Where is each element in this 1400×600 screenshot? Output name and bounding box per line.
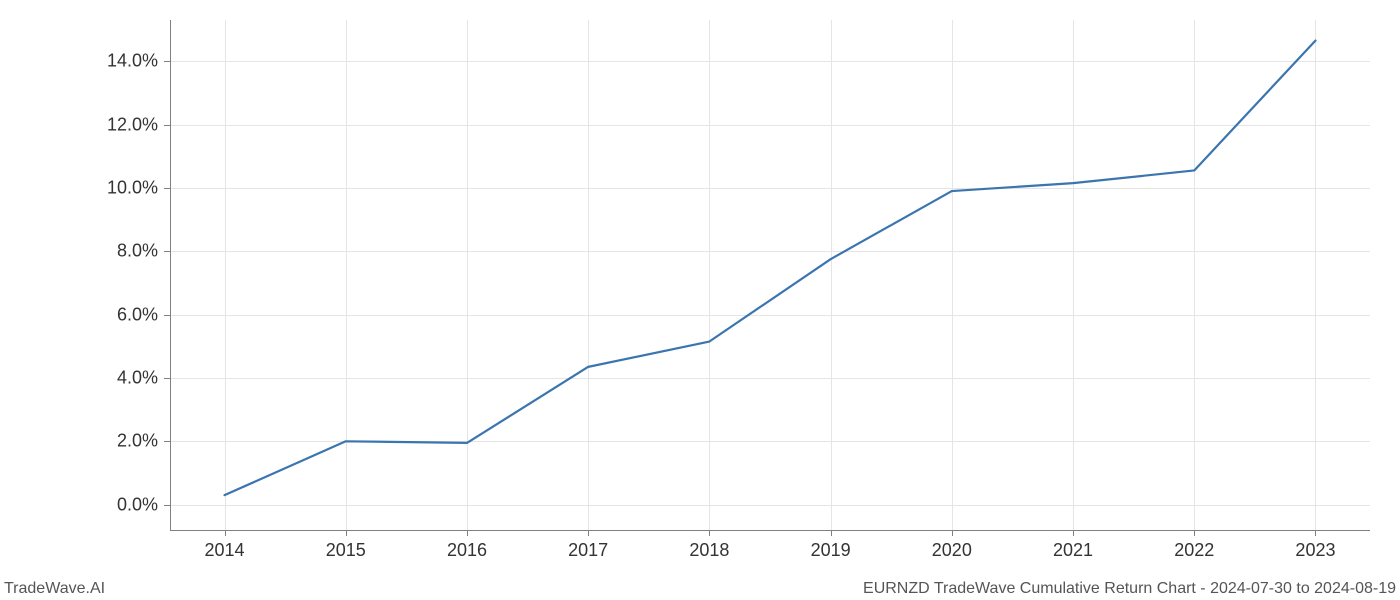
x-tick-label: 2020 [932, 540, 972, 561]
x-tick-label: 2017 [568, 540, 608, 561]
y-tick-label: 8.0% [117, 241, 158, 262]
x-tick-label: 2021 [1053, 540, 1093, 561]
footer-left-text: TradeWave.AI [4, 580, 105, 598]
x-axis-spine [170, 530, 1370, 531]
x-tick-label: 2019 [811, 540, 851, 561]
x-tick-label: 2016 [447, 540, 487, 561]
y-tick-label: 2.0% [117, 431, 158, 452]
x-tick-label: 2014 [205, 540, 245, 561]
y-tick-label: 10.0% [107, 177, 158, 198]
plot-area: 2014201520162017201820192020202120222023… [170, 20, 1370, 530]
y-tick-label: 12.0% [107, 114, 158, 135]
y-tick-label: 14.0% [107, 51, 158, 72]
y-tick-label: 6.0% [117, 304, 158, 325]
line-series-svg [170, 20, 1370, 530]
chart-container: 2014 2015 2016 2017 2018 2019 2020 2021 2022 2023… [0, 0, 1400, 600]
x-tick-label: 2015 [326, 540, 366, 561]
x-tick-label: 2018 [689, 540, 729, 561]
x-tick-label: 2022 [1174, 540, 1214, 561]
x-tick-label: 2023 [1295, 540, 1335, 561]
cumulative-return-line [225, 41, 1316, 496]
y-tick-label: 4.0% [117, 367, 158, 388]
footer-right-text: EURNZD TradeWave Cumulative Return Chart… [863, 580, 1396, 598]
y-tick-label: 0.0% [117, 494, 158, 515]
